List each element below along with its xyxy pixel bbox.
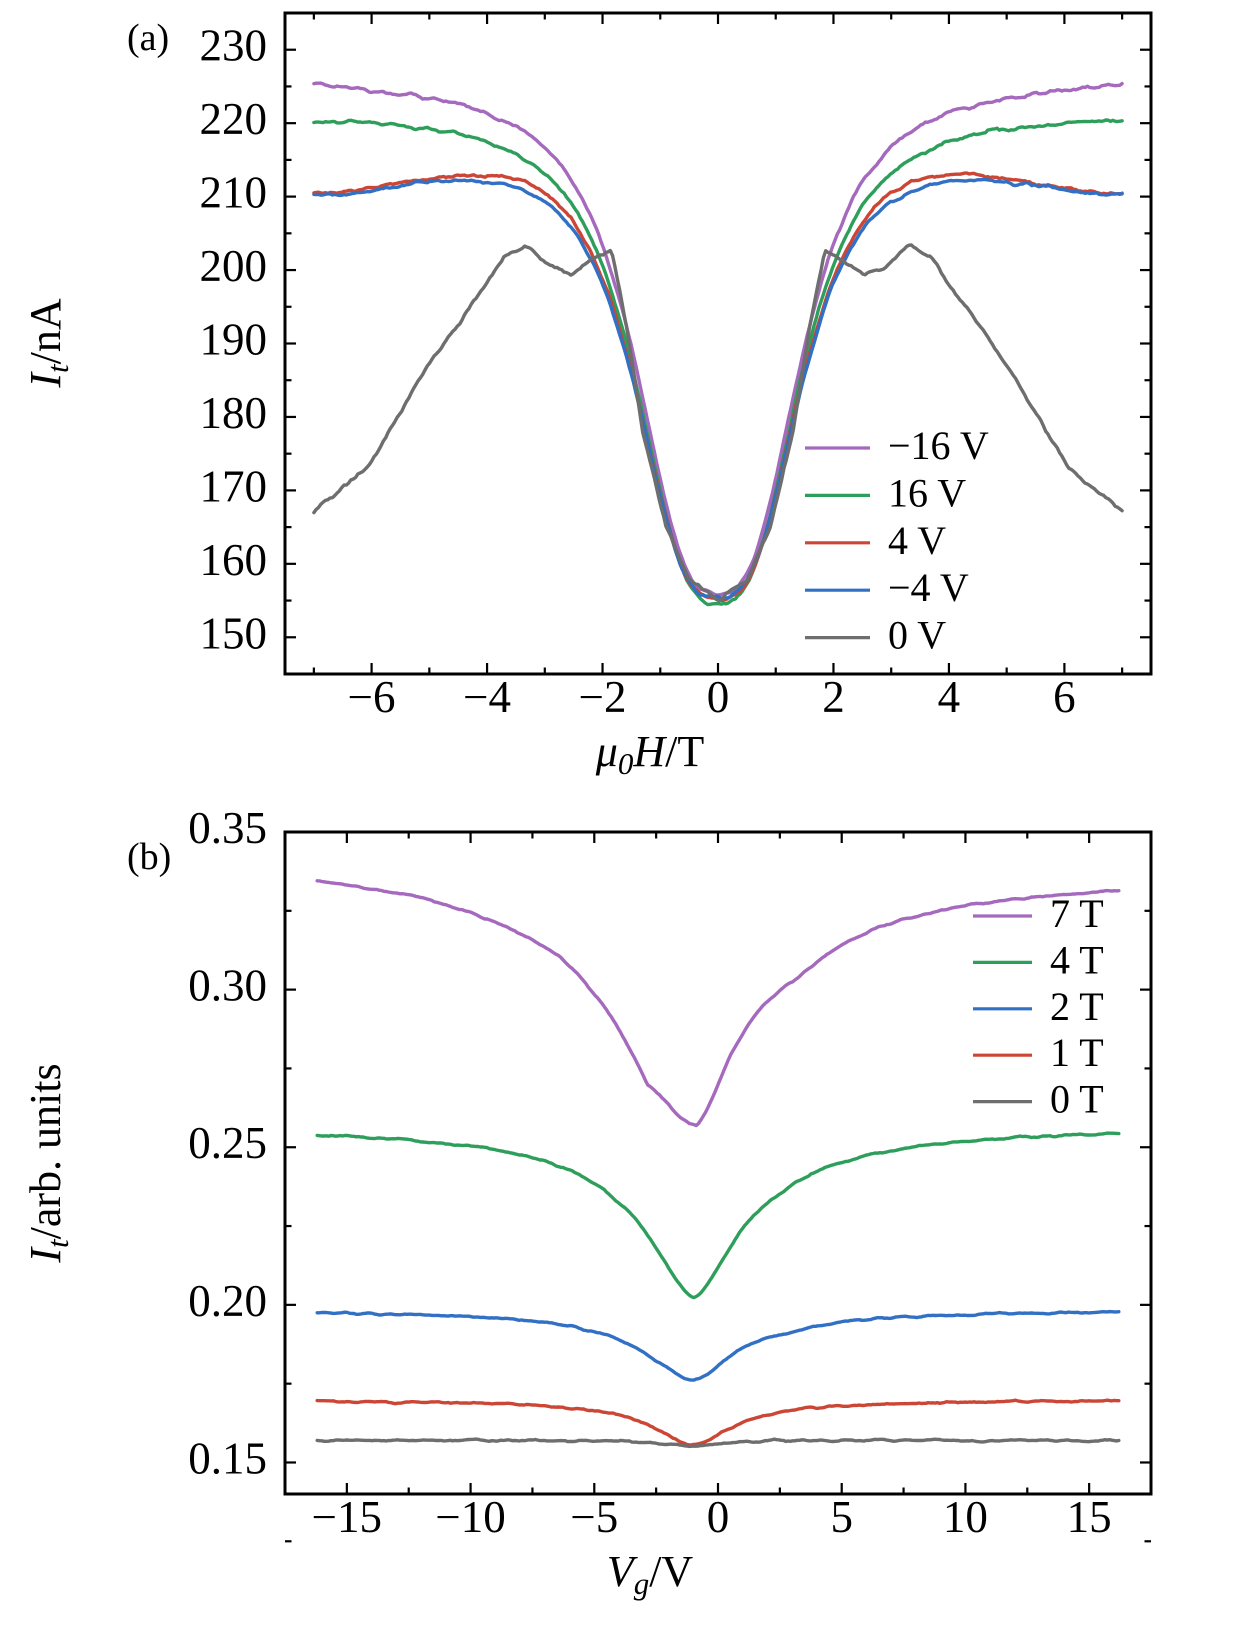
svg-text:170: 170 bbox=[200, 461, 268, 511]
svg-text:15: 15 bbox=[1067, 1492, 1112, 1542]
svg-text:−2: −2 bbox=[579, 672, 627, 722]
svg-text:10: 10 bbox=[943, 1492, 988, 1542]
svg-text:−16 V: −16 V bbox=[888, 423, 989, 468]
svg-text:0 T: 0 T bbox=[1050, 1077, 1104, 1122]
svg-text:0.20: 0.20 bbox=[188, 1276, 267, 1326]
svg-text:0.15: 0.15 bbox=[188, 1433, 267, 1483]
svg-text:180: 180 bbox=[200, 388, 268, 438]
svg-text:It/nA: It/nA bbox=[21, 298, 75, 389]
svg-text:0.30: 0.30 bbox=[188, 961, 267, 1011]
svg-text:4 T: 4 T bbox=[1050, 937, 1104, 982]
svg-text:−10: −10 bbox=[435, 1492, 505, 1542]
svg-text:2 T: 2 T bbox=[1050, 984, 1104, 1029]
svg-text:4 V: 4 V bbox=[888, 518, 946, 563]
svg-text:7 T: 7 T bbox=[1050, 891, 1104, 936]
svg-text:−15: −15 bbox=[312, 1492, 382, 1542]
svg-text:2: 2 bbox=[822, 672, 845, 722]
svg-text:−5: −5 bbox=[570, 1492, 618, 1542]
svg-text:−6: −6 bbox=[348, 672, 396, 722]
svg-text:μ0H/T: μ0H/T bbox=[595, 727, 705, 781]
svg-text:220: 220 bbox=[200, 94, 268, 144]
svg-text:0: 0 bbox=[707, 1492, 730, 1542]
svg-text:16 V: 16 V bbox=[888, 470, 966, 515]
svg-text:6: 6 bbox=[1053, 672, 1076, 722]
svg-text:200: 200 bbox=[200, 241, 268, 291]
svg-text:230: 230 bbox=[200, 21, 268, 71]
svg-text:0.35: 0.35 bbox=[188, 803, 267, 853]
svg-text:160: 160 bbox=[200, 535, 268, 585]
svg-text:190: 190 bbox=[200, 315, 268, 365]
svg-text:4: 4 bbox=[938, 672, 961, 722]
svg-text:1 T: 1 T bbox=[1050, 1030, 1104, 1075]
svg-text:150: 150 bbox=[200, 608, 268, 658]
svg-text:−4 V: −4 V bbox=[888, 565, 969, 610]
svg-text:0.25: 0.25 bbox=[188, 1118, 267, 1168]
svg-text:(a): (a) bbox=[127, 17, 169, 59]
svg-text:0 V: 0 V bbox=[888, 613, 946, 658]
svg-text:(b): (b) bbox=[127, 836, 171, 878]
svg-text:210: 210 bbox=[200, 168, 268, 218]
svg-text:5: 5 bbox=[830, 1492, 853, 1542]
svg-text:0: 0 bbox=[707, 672, 730, 722]
svg-text:It/arb. units: It/arb. units bbox=[21, 1063, 75, 1263]
svg-text:−4: −4 bbox=[463, 672, 511, 722]
svg-text:Vg/V: Vg/V bbox=[607, 1547, 694, 1601]
